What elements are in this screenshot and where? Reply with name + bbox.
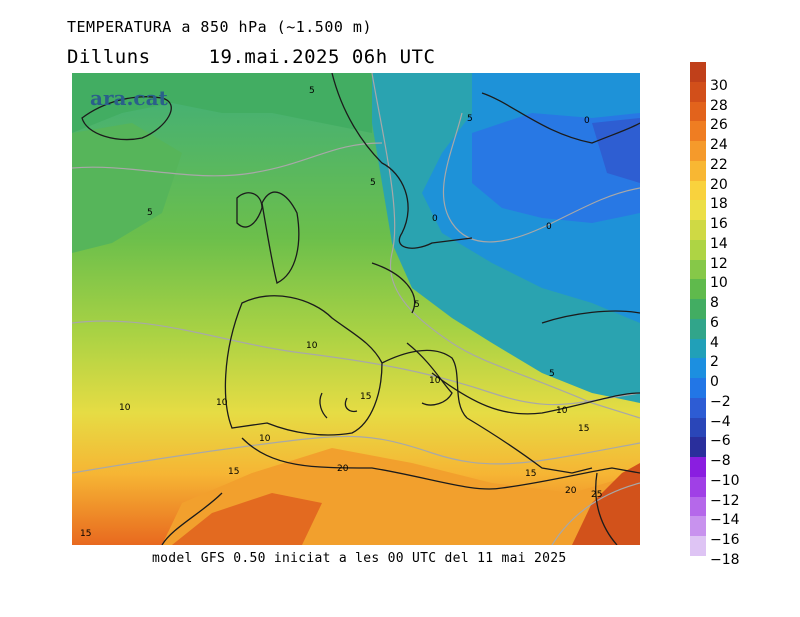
legend-label: −6 [710,433,731,450]
legend-label: 22 [710,156,728,173]
legend-swatch [690,121,706,142]
contour-label: 10 [556,406,568,416]
legend-label: −8 [710,453,731,470]
legend-labels: 30 28 26 24 22 20 18 16 14 12 10 8 6 4 2 0 −2 −4 −6 −8 −10 −1… [710,62,790,567]
map-title: TEMPERATURA a 850 hPa (~1.500 m) [67,18,372,36]
contour-label: 0 [432,214,438,224]
legend-swatch [690,457,706,478]
contour-label: 10 [119,403,131,413]
legend-label: 18 [710,196,728,213]
legend-label: 4 [710,334,719,351]
legend-label: 14 [710,235,728,252]
contour-label: 0 [584,116,590,126]
legend-label: −18 [710,552,740,568]
legend-swatch [690,180,706,201]
contour-label: 25 [591,490,602,500]
legend-swatch [690,378,706,399]
legend-label: 28 [710,97,728,114]
legend-swatch [690,516,706,537]
map-day: Dilluns [67,46,151,68]
legend-swatch [690,62,706,83]
legend-swatch [690,397,706,419]
contour-label: 5 [414,300,420,310]
contour-label: 20 [337,464,349,474]
legend-swatch [690,259,706,280]
legend-swatch [690,299,706,320]
cool-north-region [72,73,372,133]
contour-label: 10 [429,376,441,386]
legend-label: −12 [710,492,740,509]
contour-label: 10 [259,434,271,444]
color-legend [690,62,706,557]
contour-label: 15 [578,424,589,434]
contour-label: 0 [546,222,552,232]
legend-swatch [690,220,706,241]
legend-label: 6 [710,314,719,331]
contour-label: 20 [565,486,577,496]
legend-label: −14 [710,512,740,529]
contour-label: 10 [306,341,318,351]
legend-swatch [690,239,706,261]
coastlines [81,73,640,545]
legend-swatch [690,81,706,102]
legend-label: 16 [710,216,728,233]
contour-label: 10 [216,398,228,408]
legend-label: 2 [710,354,719,371]
legend-label: 10 [710,275,728,292]
hot-south-region [172,493,322,545]
legend-swatch [690,200,706,221]
legend-swatch [690,141,706,162]
legend-swatch [690,101,706,122]
map-subtitle: Dilluns 19.mai.2025 06h UTC [67,46,435,68]
legend-swatch [690,536,706,557]
cold-region-neg4c [592,118,640,183]
legend-label: 12 [710,255,728,272]
legend-swatch [690,338,706,359]
contour-label: 5 [467,114,473,124]
contour-label: 5 [147,208,153,218]
hot-southeast-region [572,463,640,545]
legend-label: −2 [710,393,731,410]
legend-label: 30 [710,77,728,94]
contour-label: 15 [80,529,91,539]
contour-label: 15 [360,392,371,402]
map-datetime: 19.mai.2025 06h UTC [208,46,436,68]
legend-label: 20 [710,176,728,193]
legend-swatch [690,496,706,517]
model-info: model GFS 0.50 iniciat a les 00 UTC del … [152,551,567,566]
legend-label: 8 [710,295,719,312]
contour-label: 5 [549,369,555,379]
contour-labels: 5 5 0 5 5 0 0 5 10 10 10 15 10 5 10 15 1… [80,86,602,539]
legend-swatch [690,437,706,458]
legend-swatch [690,160,706,182]
contour-label: 5 [370,178,376,188]
legend-swatch [690,358,706,379]
contour-label: 5 [309,86,315,96]
contour-label: 15 [228,467,239,477]
legend-label: 24 [710,137,728,154]
isotherm-lines [72,73,640,545]
legend-swatch [690,279,706,300]
cool-west-region [72,123,182,253]
legend-swatch [690,417,706,438]
brand-logo: ara.cat [90,86,168,110]
legend-label: 0 [710,374,719,391]
contour-label: 15 [525,469,536,479]
legend-label: −10 [710,472,740,489]
temperature-map: 5 5 0 5 5 0 0 5 10 10 10 15 10 5 10 15 1… [72,73,640,545]
legend-swatch [690,476,706,498]
legend-label: 26 [710,117,728,134]
legend-swatch [690,318,706,340]
legend-label: −16 [710,532,740,549]
legend-label: −4 [710,413,731,430]
